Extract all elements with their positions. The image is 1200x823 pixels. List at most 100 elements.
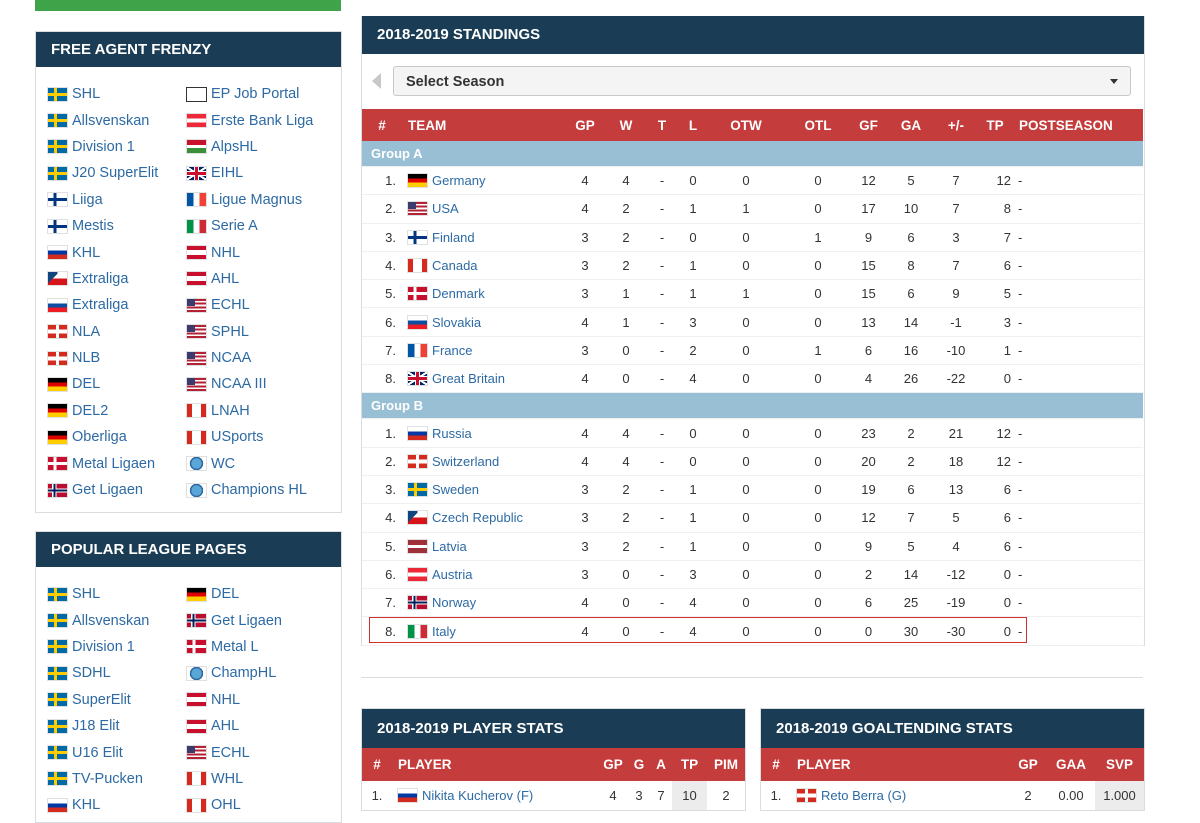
column-header-tp[interactable]: TP [986,117,1004,133]
team-link[interactable]: Austria [432,567,473,582]
league-label: Allsvenskan [72,112,150,129]
team-link[interactable]: USA [432,201,459,217]
free-agent-league-link[interactable]: LNAH [187,398,337,424]
free-agent-league-link[interactable]: SHL [48,81,187,107]
team-link[interactable]: Italy [432,623,456,639]
free-agent-league-link[interactable]: KHL [48,239,187,265]
popular-league-link[interactable]: Get Ligaen [187,607,337,633]
column-header-player[interactable]: PLAYER [797,757,851,772]
column-header-rank[interactable]: # [373,757,381,772]
column-header-tp[interactable]: TP [680,757,699,772]
popular-league-link[interactable]: KHL [48,792,187,818]
free-agent-league-link[interactable]: Get Ligaen [48,477,187,503]
free-agent-league-link[interactable]: SPHL [187,319,337,345]
popular-league-link[interactable]: DEL [187,581,337,607]
column-header-pm[interactable]: +/- [947,117,965,133]
column-header-l[interactable]: L [688,117,698,133]
team-link[interactable]: Latvia [432,538,467,554]
free-agent-league-link[interactable]: Division 1 [48,134,187,160]
cell-post: - [1013,223,1143,252]
column-header-post[interactable]: POSTSEASON [1019,117,1113,133]
column-header-svp[interactable]: SVP [1105,757,1133,772]
previous-season-arrow-icon[interactable] [372,73,381,89]
free-agent-league-link[interactable]: NCAA III [187,371,337,397]
column-header-ga[interactable]: GA [900,117,922,133]
team-link[interactable]: Canada [432,258,478,274]
free-agent-league-link[interactable]: Champions HL [187,477,337,503]
free-agent-league-link[interactable]: Metal Ligaen [48,450,187,476]
column-header-gp[interactable]: GP [575,117,595,133]
column-header-otl[interactable]: OTL [804,117,832,133]
team-link[interactable]: Denmark [432,286,485,302]
team-link[interactable]: Czech Republic [432,510,524,526]
free-agent-league-link[interactable]: NLA [48,319,187,345]
free-agent-league-link[interactable]: WC [187,450,337,476]
free-agent-league-link[interactable]: J20 SuperElit [48,160,187,186]
team-link[interactable]: Switzerland [432,453,500,469]
column-header-pim[interactable]: PIM [713,757,738,772]
popular-league-link[interactable]: SHL [48,581,187,607]
free-agent-league-link[interactable]: Oberliga [48,424,187,450]
free-agent-league-link[interactable]: USports [187,424,337,450]
free-agent-league-link[interactable]: Erste Bank Liga [187,107,337,133]
popular-league-link[interactable]: SDHL [48,660,187,686]
free-agent-league-link[interactable]: Mestis [48,213,187,239]
free-agent-league-link[interactable]: DEL [48,371,187,397]
player-link[interactable]: Reto Berra (G) [821,788,907,803]
team-link[interactable]: Russia [432,425,472,441]
season-select[interactable]: Select Season [393,66,1131,96]
free-agent-league-link[interactable]: EP Job Portal [187,81,337,107]
team-link[interactable]: France [432,342,473,358]
column-header-gp[interactable]: GP [1018,757,1038,772]
column-header-rank[interactable]: # [378,117,386,133]
cell-gf: 6 [850,336,887,366]
column-header-t[interactable]: T [657,117,667,133]
column-header-g[interactable]: G [633,757,645,772]
popular-league-link[interactable]: U16 Elit [48,739,187,765]
free-agent-league-link[interactable]: Allsvenskan [48,107,187,133]
column-header-otw[interactable]: OTW [730,117,762,133]
free-agent-league-link[interactable]: Liiga [48,187,187,213]
team-link[interactable]: Norway [432,595,477,611]
popular-league-link[interactable]: Division 1 [48,634,187,660]
popular-league-link[interactable]: ECHL [187,739,337,765]
column-header-a[interactable]: A [656,757,666,772]
standings-row: 2. Switzerland 4 4-0 0 0 20 2 18 12- [362,447,1143,476]
popular-league-link[interactable]: J18 Elit [48,713,187,739]
popular-league-link[interactable]: AHL [187,713,337,739]
popular-league-link[interactable]: NHL [187,687,337,713]
team-link[interactable]: Germany [432,173,486,189]
team-link[interactable]: Great Britain [432,371,505,387]
free-agent-league-link[interactable]: Ligue Magnus [187,187,337,213]
free-agent-league-link[interactable]: NHL [187,239,337,265]
column-header-gp[interactable]: GP [603,757,623,772]
free-agent-league-link[interactable]: AlpsHL [187,134,337,160]
popular-league-link[interactable]: WHL [187,766,337,792]
free-agent-league-link[interactable]: Extraliga [48,266,187,292]
column-header-w[interactable]: W [619,117,633,133]
column-header-rank[interactable]: # [772,757,780,772]
free-agent-league-link[interactable]: Serie A [187,213,337,239]
popular-league-link[interactable]: Allsvenskan [48,607,187,633]
column-header-team[interactable]: TEAM [408,117,447,133]
free-agent-league-link[interactable]: ECHL [187,292,337,318]
standings-table: # TEAM GP W T L OTW OTL GF GA +/- TP POSTSEASON Grou… [362,109,1143,646]
popular-league-link[interactable]: TV-Pucken [48,766,187,792]
popular-league-link[interactable]: Metal L [187,634,337,660]
free-agent-league-link[interactable]: EIHL [187,160,337,186]
column-header-gaa[interactable]: GAA [1056,757,1086,772]
popular-league-link[interactable]: SuperElit [48,687,187,713]
team-link[interactable]: Slovakia [432,314,482,330]
popular-league-link[interactable]: OHL [187,792,337,818]
free-agent-league-link[interactable]: Extraliga [48,292,187,318]
free-agent-league-link[interactable]: AHL [187,266,337,292]
free-agent-league-link[interactable]: NLB [48,345,187,371]
team-link[interactable]: Sweden [432,482,479,498]
team-link[interactable]: Finland [432,229,475,245]
free-agent-league-link[interactable]: NCAA [187,345,337,371]
free-agent-league-link[interactable]: DEL2 [48,398,187,424]
popular-league-link[interactable]: ChampHL [187,660,337,686]
column-header-gf[interactable]: GF [859,117,878,133]
player-link[interactable]: Nikita Kucherov (F) [422,788,534,803]
column-header-player[interactable]: PLAYER [398,757,452,772]
